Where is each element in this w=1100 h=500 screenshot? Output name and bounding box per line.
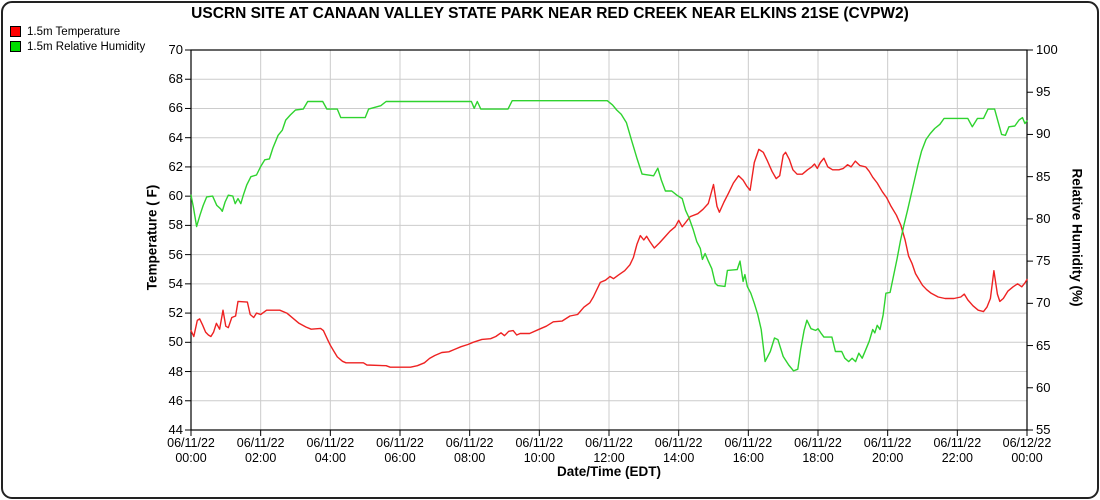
y-tick-label-left: 50 [168, 334, 183, 350]
x-tick-label: 06/11/22 16:00 [711, 436, 785, 466]
x-tick-time: 00:00 [1011, 451, 1043, 465]
y-tick-label-right: 55 [1036, 422, 1051, 437]
x-tick-label: 06/11/22 18:00 [781, 436, 855, 466]
x-tick-date: 06/11/22 [515, 436, 564, 450]
x-tick-time: 14:00 [663, 451, 695, 465]
y-tick-label-right: 95 [1036, 84, 1051, 100]
x-tick-date: 06/11/22 [376, 436, 424, 450]
x-tick-date: 06/11/22 [724, 436, 773, 450]
x-tick-label: 06/11/22 12:00 [572, 436, 646, 466]
x-tick-time: 18:00 [802, 451, 834, 465]
x-tick-date: 06/11/22 [445, 436, 494, 450]
x-tick-label: 06/11/22 08:00 [433, 436, 507, 466]
x-tick-time: 02:00 [245, 451, 277, 465]
y-tick-label-right: 75 [1036, 253, 1051, 269]
legend: 1.5m Temperature 1.5m Relative Humidity [10, 24, 145, 54]
x-tick-label: 06/11/22 04:00 [293, 436, 367, 466]
x-tick-time: 12:00 [593, 451, 625, 465]
x-tick-label: 06/11/22 22:00 [920, 436, 994, 466]
legend-label-temperature: 1.5m Temperature [27, 25, 121, 38]
x-tick-date: 06/11/22 [167, 436, 215, 450]
x-tick-time: 10:00 [523, 451, 555, 465]
y-tick-label-left: 56 [168, 246, 183, 262]
x-tick-label: 06/12/22 00:00 [990, 436, 1064, 466]
y-tick-label-left: 62 [168, 158, 183, 174]
humidity-legend-swatch-icon [10, 41, 21, 52]
y-tick-label-left: 64 [168, 129, 183, 145]
y-tick-label-left: 44 [168, 422, 183, 437]
x-tick-time: 00:00 [175, 451, 207, 465]
x-tick-time: 22:00 [941, 451, 973, 465]
x-axis-title: Date/Time (EDT) [556, 464, 662, 479]
x-tick-date: 06/12/22 [1002, 436, 1052, 450]
y-axis-title-right: Relative Humidity (%) [1069, 168, 1085, 307]
humidity-line [190, 99, 1028, 372]
y-tick-label-left: 58 [168, 217, 183, 233]
y-tick-label-left: 52 [168, 305, 183, 321]
legend-item-temperature: 1.5m Temperature [10, 24, 145, 39]
x-tick-label: 06/11/22 14:00 [642, 436, 716, 466]
y-tick-label-left: 54 [168, 275, 183, 291]
x-tick-date: 06/11/22 [863, 436, 912, 450]
x-tick-label: 06/11/22 06:00 [363, 436, 437, 466]
x-tick-label: 06/11/22 20:00 [851, 436, 925, 466]
plot-box [190, 49, 1028, 431]
y-tick-label-right: 80 [1036, 210, 1051, 226]
y-tick-label-left: 46 [168, 392, 183, 408]
temperature-legend-swatch-icon [10, 26, 21, 37]
y-axis-title-left: Temperature ( F) [144, 184, 160, 291]
y-tick-label-right: 100 [1036, 42, 1058, 57]
x-tick-label: 06/11/22 02:00 [224, 436, 298, 466]
x-tick-label: 06/11/22 10:00 [502, 436, 576, 466]
legend-label-humidity: 1.5m Relative Humidity [27, 40, 146, 53]
temperature-line [190, 148, 1028, 368]
x-tick-label: 06/11/22 00:00 [154, 436, 228, 466]
x-tick-time: 06:00 [384, 451, 416, 465]
y-tick-label-right: 60 [1036, 379, 1051, 395]
x-tick-time: 20:00 [872, 451, 904, 465]
y-tick-label-left: 48 [168, 363, 183, 379]
x-tick-time: 08:00 [454, 451, 486, 465]
x-tick-date: 06/11/22 [306, 436, 355, 450]
y-tick-label-right: 65 [1036, 337, 1051, 353]
y-tick-label-left: 66 [168, 100, 183, 116]
y-tick-label-left: 60 [168, 188, 183, 204]
y-tick-label-left: 70 [168, 42, 183, 57]
y-tick-label-left: 68 [168, 71, 183, 87]
chart-title: USCRN SITE AT CANAAN VALLEY STATE PARK N… [191, 5, 909, 22]
y-tick-label-right: 70 [1036, 295, 1051, 311]
x-tick-date: 06/11/22 [236, 436, 285, 450]
y-tick-label-right: 85 [1036, 168, 1051, 184]
x-tick-date: 06/11/22 [794, 436, 842, 450]
x-tick-date: 06/11/22 [933, 436, 982, 450]
x-tick-date: 06/11/22 [654, 436, 703, 450]
x-tick-date: 06/11/22 [585, 436, 633, 450]
x-tick-time: 16:00 [732, 451, 764, 465]
legend-item-humidity: 1.5m Relative Humidity [10, 39, 145, 54]
x-tick-time: 04:00 [314, 451, 346, 465]
y-tick-label-right: 90 [1036, 126, 1051, 142]
